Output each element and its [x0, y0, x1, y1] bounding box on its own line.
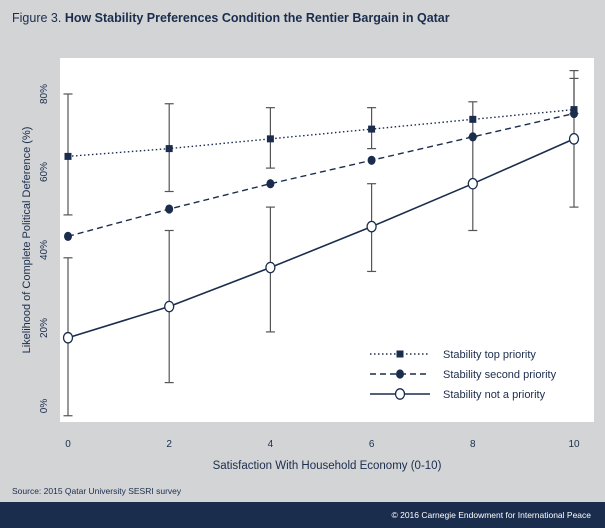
x-tick-label: 10	[568, 439, 580, 450]
y-tick-label: 0%	[39, 399, 50, 414]
data-point	[570, 108, 578, 119]
data-point	[165, 204, 174, 214]
figure-title-text: How Stability Preferences Condition the …	[64, 11, 450, 25]
legend-marker	[396, 350, 404, 358]
series-line-3	[67, 138, 575, 339]
footer-bar: © 2016 Carnegie Endowment for Internatio…	[0, 502, 605, 528]
data-point	[568, 133, 580, 145]
data-point	[265, 261, 276, 274]
data-point	[164, 300, 175, 313]
y-axis-ticks: 0% 20% 40% 60% 80%	[39, 84, 50, 413]
chart: 0 2 4 6 8 10 0% 20% 40% 60% 80% Satisfaction With…	[21, 58, 594, 472]
copyright-text: © 2016 Carnegie Endowment for Internatio…	[391, 510, 591, 520]
y-axis-label: Likelihood of Complete Political Deferen…	[21, 127, 33, 354]
y-tick-label: 80%	[39, 84, 50, 104]
series-line-1	[67, 108, 575, 158]
x-tick-label: 8	[470, 439, 476, 450]
legend-marker	[396, 369, 404, 379]
legend: Stability top priority Stability second p…	[370, 349, 557, 401]
series-lines	[67, 108, 575, 339]
legend-label: Stability second priority	[443, 369, 557, 381]
plot-area	[60, 58, 594, 422]
data-point	[468, 132, 477, 142]
x-tick-label: 0	[65, 439, 71, 450]
legend-label: Stability top priority	[443, 349, 536, 361]
legend-marker	[394, 388, 406, 400]
x-tick-label: 2	[166, 439, 172, 450]
legend-label: Stability not a priority	[443, 389, 546, 401]
x-tick-label: 6	[369, 439, 375, 450]
data-point	[64, 152, 72, 160]
data-point	[62, 331, 74, 344]
x-tick-label: 4	[268, 439, 274, 450]
y-tick-label: 20%	[39, 318, 50, 338]
data-point	[368, 125, 376, 133]
data-point	[467, 177, 478, 190]
data-point	[266, 135, 274, 143]
data-point	[469, 115, 477, 123]
figure-label: Figure 3.	[12, 11, 62, 25]
figure-title: Figure 3. How Stability Preferences Cond…	[12, 11, 450, 25]
y-tick-label: 60%	[39, 162, 50, 182]
source-note: Source: 2015 Qatar University SESRI surv…	[12, 486, 182, 496]
y-tick-label: 40%	[39, 240, 50, 260]
x-axis-label: Satisfaction With Household Economy (0-1…	[213, 460, 442, 472]
data-point	[367, 155, 376, 165]
series-markers	[62, 106, 580, 344]
series-line-2	[67, 112, 575, 238]
data-point	[64, 231, 72, 241]
x-axis-ticks: 0 2 4 6 8 10	[65, 439, 580, 450]
data-point	[266, 179, 275, 189]
data-point	[165, 145, 173, 153]
data-point	[366, 220, 377, 233]
